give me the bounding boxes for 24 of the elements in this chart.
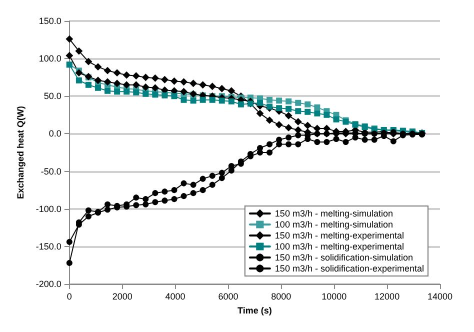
y-tick-label: 0.0	[48, 128, 62, 139]
y-tick-label: -50.0	[40, 166, 62, 176]
legend-label: 150 m3/h - melting-experimental	[274, 230, 404, 240]
x-tick-label: 0	[66, 292, 72, 302]
y-tick-label: 100.0	[38, 54, 62, 64]
legend-label: 150 m3/h - solidification-experimental	[274, 264, 424, 274]
y-tick-label: 150.0	[38, 16, 62, 26]
y-tick-label: -150.0	[36, 241, 62, 252]
x-axis-title: Time (s)	[238, 306, 272, 316]
legend-label: 100 m3/h - melting-simulation	[274, 220, 393, 230]
x-tick-label: 8000	[271, 292, 292, 302]
legend-label: 150 m3/h - solidification-simulation	[274, 252, 414, 262]
x-tick-label: 4000	[165, 292, 186, 302]
y-tick-label: -200.0	[36, 279, 62, 289]
legend-label: 150 m3/h - melting-simulation	[274, 208, 393, 218]
x-tick-label: 12000	[374, 292, 400, 302]
x-tick-label: 14000	[427, 292, 453, 302]
x-tick-label: 10000	[322, 292, 347, 302]
y-tick-label: -100.0	[36, 204, 62, 214]
x-tick-label: 6000	[218, 292, 238, 302]
x-tick-label: 2000	[112, 292, 132, 302]
y-axis-title: Exchanged heat Q(W)	[16, 106, 26, 200]
y-tick-label: 50.0	[44, 91, 62, 102]
legend-label: 100 m3/h - melting-experimental	[274, 242, 404, 252]
